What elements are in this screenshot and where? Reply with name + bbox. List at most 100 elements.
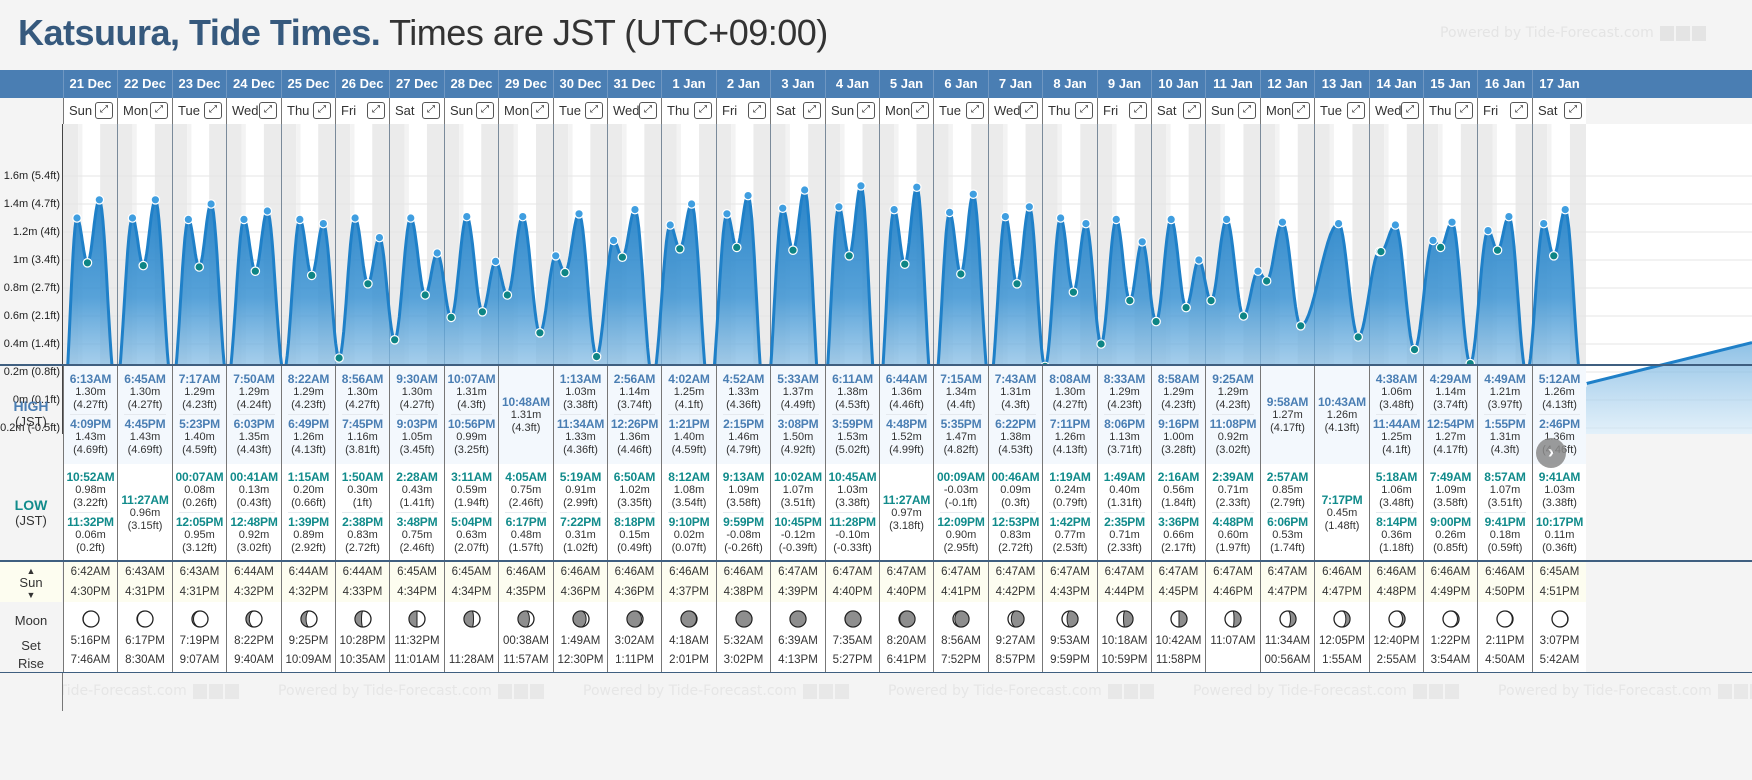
tide-forecast-logo-icon	[497, 683, 546, 699]
high-tide-entry: 3:59PM 1.53m (5.02ft)	[826, 418, 879, 457]
expand-day-icon[interactable]: ⤢	[150, 102, 168, 119]
sun-label: Sun	[19, 575, 43, 590]
expand-day-icon[interactable]: ⤢	[95, 102, 113, 119]
low-tide-height-ft: (-0.26ft)	[724, 542, 763, 554]
low-tide-time: 7:17PM	[1321, 493, 1363, 507]
low-tide-time: 8:57AM	[1484, 470, 1526, 484]
high-tide-point	[856, 180, 866, 191]
high-tide-point	[1447, 217, 1457, 227]
expand-day-icon[interactable]: ⤢	[204, 102, 222, 119]
high-tide-time: 11:44AM	[1372, 417, 1421, 431]
expand-day-icon[interactable]: ⤢	[803, 102, 821, 119]
low-tide-point	[788, 245, 798, 255]
moon-shadow	[735, 610, 752, 628]
low-tide-point	[1151, 316, 1161, 327]
day-of-week: Sun	[1211, 103, 1235, 118]
moonset-time: 10:18AM	[1101, 635, 1148, 647]
high-tide-height-m: 1.47m	[945, 431, 977, 443]
low-tide-entry: 8:14PM 0.36m (1.18ft)	[1370, 516, 1423, 555]
low-tide-height-ft: (0.79ft)	[1052, 497, 1088, 509]
sun-cell: 6:47AM 4:40PM	[825, 562, 879, 602]
day-of-week-cell: Thu ⤢	[281, 98, 335, 124]
low-tide-time: 2:39AM	[1212, 470, 1254, 484]
low-tide-time: 1:50AM	[341, 470, 384, 484]
moonrise-time: 9:40AM	[234, 654, 274, 666]
high-tide-height-m: 1.31m	[1489, 431, 1521, 443]
expand-day-icon[interactable]: ⤢	[857, 102, 875, 119]
expand-day-icon[interactable]: ⤢	[748, 102, 766, 119]
low-tide-entry: 10:45PM -0.12m (-0.39ft)	[771, 516, 825, 555]
moon-cell: 9:27AM 8:57PM	[988, 602, 1042, 672]
date-header: 16 Jan	[1477, 70, 1532, 98]
expand-day-icon[interactable]: ⤢	[1129, 102, 1147, 119]
sunrise-time: 6:44AM	[288, 566, 329, 578]
expand-day-icon[interactable]: ⤢	[694, 102, 712, 119]
low-tide-cell: 3:11AM 0.59m (1.94ft) 5:04PM 0.63m (2.07ft)	[444, 464, 498, 560]
expand-day-icon[interactable]: ⤢	[911, 102, 929, 119]
high-tide-height-ft: (4.46ft)	[617, 444, 652, 456]
powered-by-text: Powered by Tide-Forecast.com	[1498, 683, 1712, 699]
sunrise-time: 6:43AM	[179, 566, 220, 578]
moon-shadow	[572, 610, 587, 628]
day-of-week: Fri	[722, 103, 738, 118]
high-tide-time: 10:43AM	[1318, 395, 1366, 409]
day-of-week-cell: Thu ⤢	[1423, 98, 1477, 124]
low-tide-time: 1:49AM	[1103, 470, 1146, 484]
next-days-button[interactable]: ›	[1536, 438, 1566, 468]
expand-day-icon[interactable]: ⤢	[1455, 102, 1473, 119]
sun-cell: 6:44AM 4:32PM	[226, 562, 281, 602]
low-tide-time: 7:49AM	[1429, 470, 1472, 484]
expand-day-icon[interactable]: ⤢	[367, 102, 385, 119]
sunrise-time: 6:45AM	[397, 566, 437, 578]
high-tide-time: 7:50AM	[233, 372, 275, 386]
high-tide-height-ft: (4.24ft)	[236, 399, 272, 411]
tide-table: 21 Dec 22 Dec 23 Dec 24 Dec 25 Dec 26 Dec 27 D…	[0, 70, 1752, 780]
low-tide-height-m: 0.15m	[619, 529, 650, 541]
entry-separator	[668, 512, 710, 513]
expand-day-icon[interactable]: ⤢	[585, 102, 603, 119]
sunset-time: 4:47PM	[1322, 586, 1362, 598]
expand-day-icon[interactable]: ⤢	[1075, 102, 1093, 119]
low-tide-point	[1261, 276, 1272, 286]
expand-day-icon[interactable]: ⤢	[1183, 102, 1201, 119]
high-tide-time: 1:55PM	[1484, 417, 1526, 431]
low-tide-entry: 2:35PM 0.71m (2.33ft)	[1098, 516, 1151, 555]
entry-separator	[179, 512, 220, 513]
high-tide-height-m: 1.27m	[1272, 409, 1303, 421]
expand-day-icon[interactable]: ⤢	[639, 102, 657, 119]
expand-day-icon[interactable]: ⤢	[1020, 102, 1038, 119]
sunrise-time: 6:46AM	[560, 566, 601, 578]
expand-day-icon[interactable]: ⤢	[1510, 102, 1528, 119]
expand-day-icon[interactable]: ⤢	[422, 102, 440, 119]
expand-day-icon[interactable]: ⤢	[259, 102, 277, 119]
high-tide-entry: 8:22AM 1.29m (4.23ft)	[282, 373, 335, 412]
high-tide-height-ft: (4.69ft)	[73, 444, 108, 456]
moon-cell: 11:28AM	[444, 602, 498, 672]
low-tide-time: 10:52AM	[66, 470, 115, 484]
low-tide-point	[1409, 344, 1420, 355]
date-header: 13 Jan	[1314, 70, 1369, 98]
expand-day-icon[interactable]: ⤢	[531, 102, 549, 119]
expand-day-icon[interactable]: ⤢	[966, 102, 984, 119]
high-tide-cell: 8:08AM 1.30m (4.27ft) 7:11PM 1.26m (4.13ft)	[1042, 366, 1097, 464]
expand-day-icon[interactable]: ⤢	[313, 102, 331, 119]
expand-day-icon[interactable]: ⤢	[1347, 102, 1365, 119]
low-tide-cell: 00:09AM -0.03m (-0.1ft) 12:09PM 0.90m (2.95ft…	[933, 464, 988, 560]
high-tide-point	[1055, 213, 1066, 223]
expand-day-icon[interactable]: ⤢	[1292, 102, 1310, 119]
entry-separator	[1212, 414, 1254, 415]
low-tide-time: 5:04PM	[451, 515, 492, 529]
low-tide-point	[502, 290, 513, 300]
high-tide-time: 4:45PM	[124, 417, 166, 431]
expand-day-icon[interactable]: ⤢	[1401, 102, 1419, 119]
entry-separator	[288, 512, 329, 513]
expand-day-icon[interactable]: ⤢	[476, 102, 494, 119]
high-tide-entry: 5:12AM 1.26m (4.13ft)	[1533, 373, 1586, 412]
high-tide-height-m: 1.31m	[510, 409, 542, 421]
expand-day-icon[interactable]: ⤢	[1564, 102, 1582, 119]
low-tide-entry: 7:22PM 0.31m (1.02ft)	[554, 516, 607, 555]
expand-day-icon[interactable]: ⤢	[1238, 102, 1256, 119]
low-tide-point	[1068, 287, 1079, 297]
low-tide-point	[674, 244, 685, 254]
date-header: 3 Jan	[770, 70, 825, 98]
